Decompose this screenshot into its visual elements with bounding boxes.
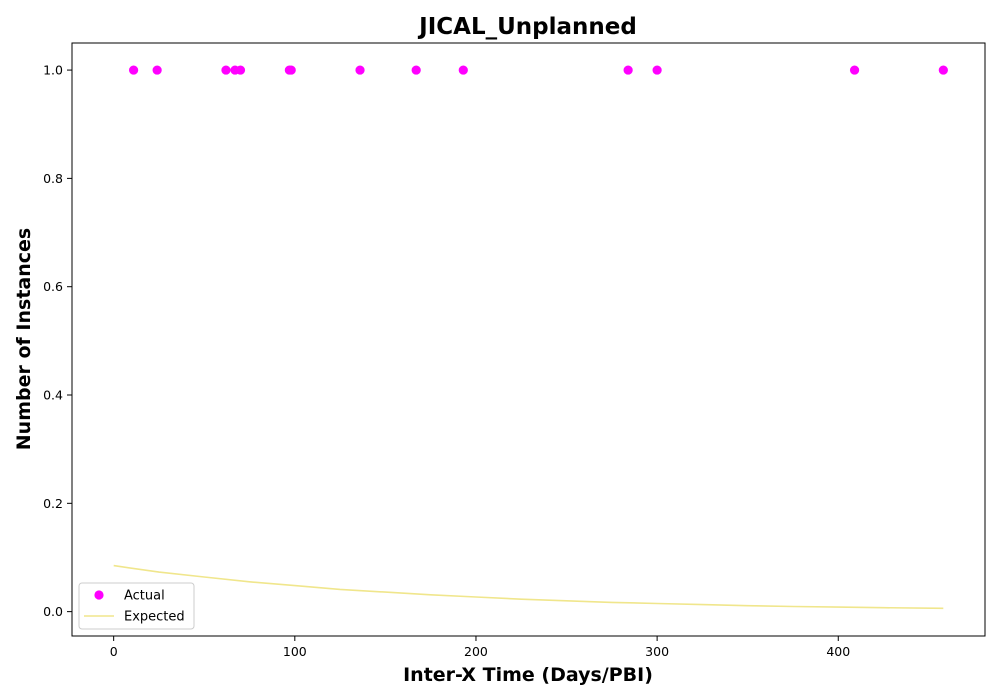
legend-label: Actual — [124, 589, 165, 604]
x-tick-label: 0 — [110, 644, 118, 659]
actual-point — [849, 65, 860, 75]
actual-point — [128, 65, 139, 75]
x-tick-label: 400 — [826, 644, 850, 659]
actual-point — [411, 65, 421, 75]
actual-point — [286, 65, 296, 75]
legend-label: Expected — [124, 610, 185, 625]
actual-point — [235, 65, 246, 75]
x-axis: 0 100 200 300 400 — [110, 636, 850, 659]
y-axis: 0.0 0.2 0.4 0.6 0.8 1.0 — [43, 63, 72, 619]
y-tick-label: 0.0 — [43, 604, 63, 619]
legend: Actual Expected — [78, 582, 195, 630]
x-tick-label: 200 — [464, 644, 488, 659]
x-tick-label: 300 — [645, 644, 669, 659]
expected-line — [113, 564, 944, 610]
actual-point — [458, 65, 468, 75]
y-tick-label: 0.8 — [43, 171, 63, 186]
actual-point — [652, 65, 662, 75]
actual-point — [623, 65, 633, 75]
y-axis-label: Number of Instances — [13, 228, 35, 450]
x-tick-label: 100 — [283, 644, 307, 659]
legend-actual-swatch — [94, 590, 104, 600]
y-tick-label: 0.4 — [43, 388, 63, 403]
plot-area — [113, 65, 948, 610]
chart-title: JICAL_Unplanned — [417, 14, 637, 40]
x-axis-label: Inter-X Time (Days/PBI) — [403, 664, 653, 686]
y-tick-label: 0.6 — [43, 279, 63, 294]
plot-frame — [71, 42, 986, 637]
y-tick-label: 1.0 — [43, 63, 63, 78]
actual-point — [221, 65, 231, 75]
y-tick-label: 0.2 — [43, 496, 63, 511]
actual-point — [355, 65, 365, 75]
legend-box — [78, 582, 195, 630]
actual-point — [938, 65, 948, 75]
actual-point — [152, 65, 162, 75]
